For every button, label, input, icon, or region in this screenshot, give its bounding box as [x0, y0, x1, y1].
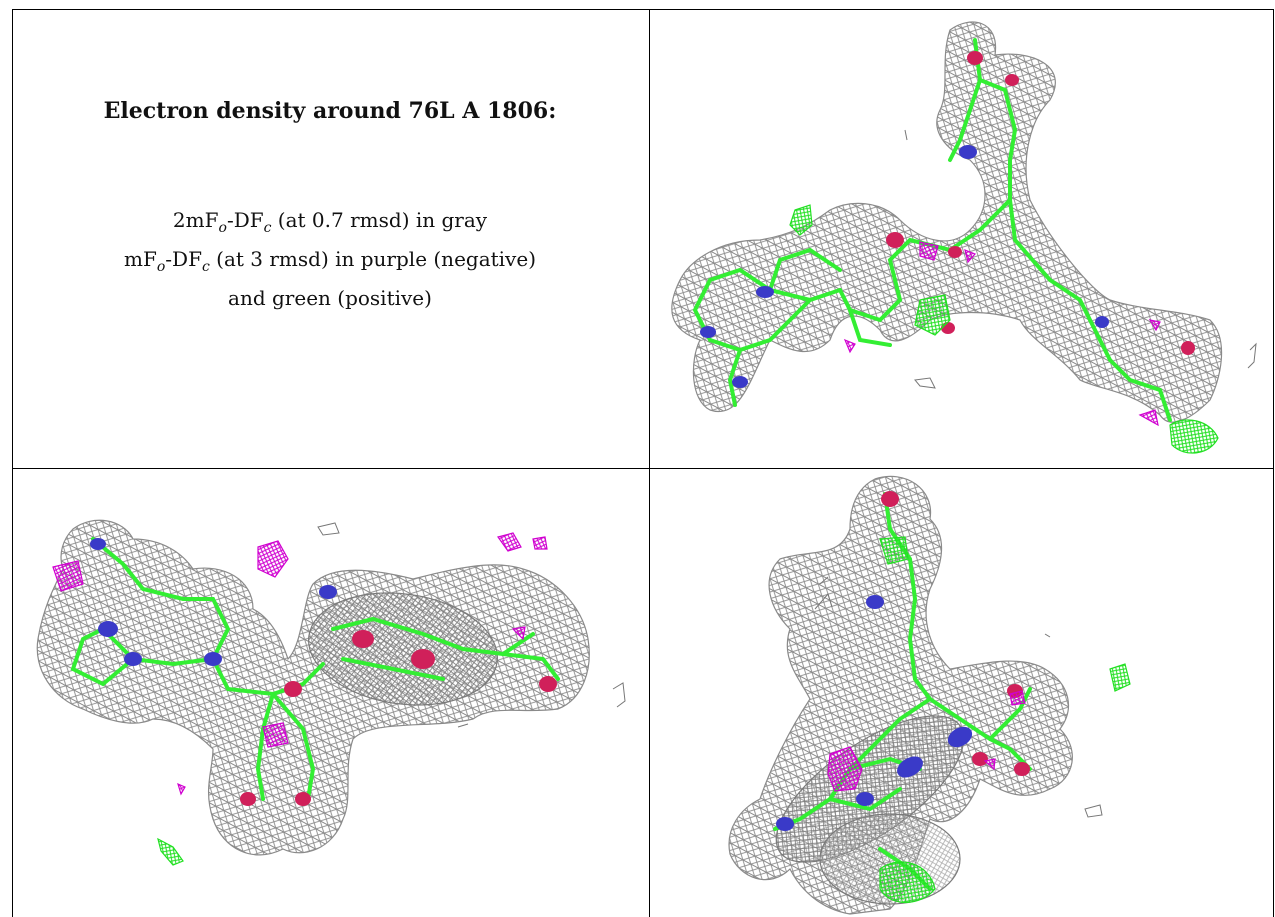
ligand-bonds — [692, 38, 1172, 422]
density-view-1 — [671, 21, 1257, 454]
figure-title: Electron density around 76L A 1806: — [103, 98, 557, 124]
density-view-2 — [36, 519, 626, 866]
negative-density-blobs — [52, 532, 548, 796]
legend-line-colors: and green (positive) — [228, 286, 432, 310]
oxygen-atoms — [886, 51, 1195, 355]
positive-density-blobs — [157, 837, 184, 866]
nitrogen-atoms — [90, 538, 337, 666]
density-panel-bottom-right — [650, 469, 1273, 917]
negative-density-blobs — [843, 241, 1161, 427]
gray-density-mesh — [671, 21, 1223, 423]
positive-density-blobs — [879, 536, 1131, 903]
ring-stack-dense-mesh — [308, 592, 498, 706]
density-panel-top-right — [650, 10, 1273, 468]
nitrogen-atoms — [776, 595, 973, 831]
stray-density-fragments — [317, 522, 626, 728]
figure-legend: 2mFo-DFc (at 0.7 rmsd) in gray mFo-DFc (… — [12, 205, 648, 314]
gray-density-mesh — [36, 519, 590, 856]
grid-top-border — [12, 9, 1274, 10]
grid-middle-divider — [649, 9, 650, 917]
legend-line-fofc: mFo-DFc (at 3 rmsd) in purple (negative) — [124, 247, 536, 275]
stray-density-fragments — [814, 576, 1103, 818]
density-view-3 — [728, 475, 1131, 915]
density-panel-bottom-left — [13, 469, 649, 917]
nitrogen-atoms — [700, 145, 1109, 388]
grid-right-border — [1273, 9, 1274, 917]
legend-line-2fofc: 2mFo-DFc (at 0.7 rmsd) in gray — [172, 208, 488, 236]
grid-row-divider — [12, 468, 1274, 469]
negative-density-blobs — [827, 690, 1026, 792]
grid-left-border — [12, 9, 13, 917]
stray-density-fragments — [904, 129, 1257, 389]
positive-density-blobs — [789, 204, 1219, 454]
oxygen-atoms — [240, 630, 557, 806]
ligand-bonds — [70, 537, 560, 801]
